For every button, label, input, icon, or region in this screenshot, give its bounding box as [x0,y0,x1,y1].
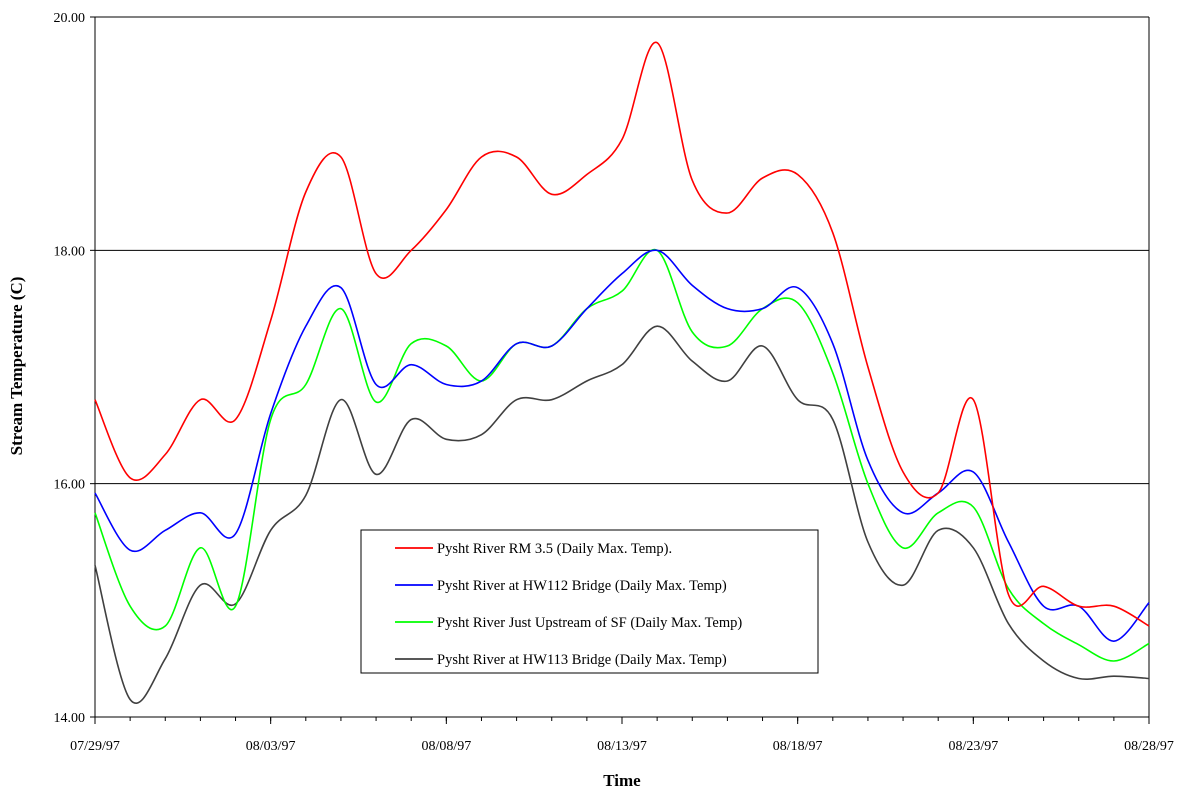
x-axis-ticks: 07/29/97 08/03/97 08/08/97 08/13/97 08/18/97… [70,717,1174,754]
series-line-1 [94,41,1150,627]
x-tick-label: 08/13/97 [597,739,647,754]
y-axis-title: Stream Temperature (C) [7,277,26,456]
x-tick-label: 08/28/97 [1124,739,1174,754]
series-line-3 [94,248,1150,662]
legend-label: Pysht River RM 3.5 (Daily Max. Temp). [437,541,672,557]
series-line-4 [94,325,1150,704]
x-tick-label: 08/18/97 [773,739,823,754]
series-lines [94,41,1150,704]
y-axis-ticks: 14.00 16.00 18.00 20.00 [54,11,95,726]
series-line-2 [94,249,1150,642]
x-tick-label: 07/29/97 [70,739,120,754]
legend-label: Pysht River at HW113 Bridge (Daily Max. … [437,652,727,668]
y-tick-label: 16.00 [54,478,86,493]
y-tick-label: 18.00 [54,244,86,259]
x-tick-label: 08/08/97 [421,739,471,754]
x-axis-title: Time [603,771,641,790]
x-tick-label: 08/23/97 [948,739,998,754]
legend: Pysht River RM 3.5 (Daily Max. Temp). Pys… [360,529,819,674]
gridlines [95,16,1149,485]
legend-box [360,529,819,674]
y-tick-label: 20.00 [54,11,86,26]
legend-label: Pysht River Just Upstream of SF (Daily M… [437,615,742,631]
y-tick-label: 14.00 [54,711,86,726]
x-tick-label: 08/03/97 [246,739,296,754]
legend-label: Pysht River at HW112 Bridge (Daily Max. … [437,578,727,594]
